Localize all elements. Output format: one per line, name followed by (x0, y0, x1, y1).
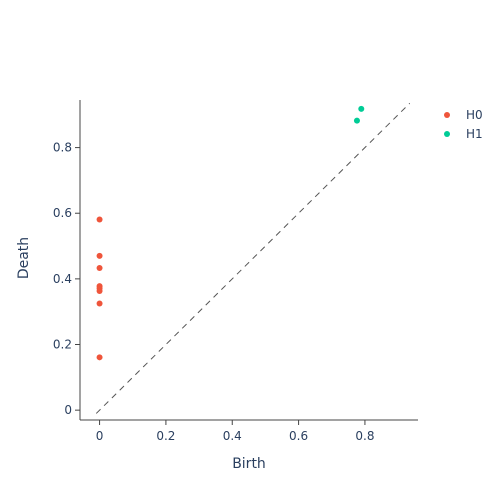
data-point-h1[interactable] (353, 117, 360, 124)
x-axis-label: Birth (232, 456, 266, 472)
series-h0 (96, 216, 103, 361)
diagonal-layer (95, 102, 411, 414)
x-tick-label: 0.8 (355, 429, 374, 443)
legend-label: H0 (466, 108, 483, 122)
data-point-h0[interactable] (96, 216, 103, 223)
data-point-h0[interactable] (96, 354, 103, 361)
y-tick-label: 0.6 (53, 206, 72, 220)
x-tick-label: 0.2 (156, 429, 175, 443)
y-tick-label: 0.8 (53, 141, 72, 155)
axes: 0 0.2 0.4 0.6 0.8 0 0.2 0.4 0.6 0.8 (53, 100, 418, 443)
legend-marker (444, 131, 450, 137)
data-point-h0[interactable] (96, 265, 103, 272)
data-points (96, 105, 365, 361)
series-h1 (353, 105, 365, 124)
data-point-h0[interactable] (96, 288, 103, 295)
legend-label: H1 (466, 127, 483, 141)
x-tick-label: 0.4 (223, 429, 242, 443)
y-tick-label: 0.4 (53, 272, 72, 286)
y-axis-label: Death (16, 237, 32, 279)
data-point-h1[interactable] (358, 105, 365, 112)
legend-marker (444, 112, 450, 118)
legend-item-h0[interactable]: H0 (444, 108, 483, 122)
legend-item-h1[interactable]: H1 (444, 127, 483, 141)
data-point-h0[interactable] (96, 252, 103, 259)
x-tick-label: 0.6 (289, 429, 308, 443)
y-tick-label: 0 (64, 403, 72, 417)
data-point-h0[interactable] (96, 300, 103, 307)
y-tick-label: 0.2 (53, 338, 72, 352)
x-tick-label: 0 (96, 429, 104, 443)
diagonal-line (95, 102, 411, 414)
